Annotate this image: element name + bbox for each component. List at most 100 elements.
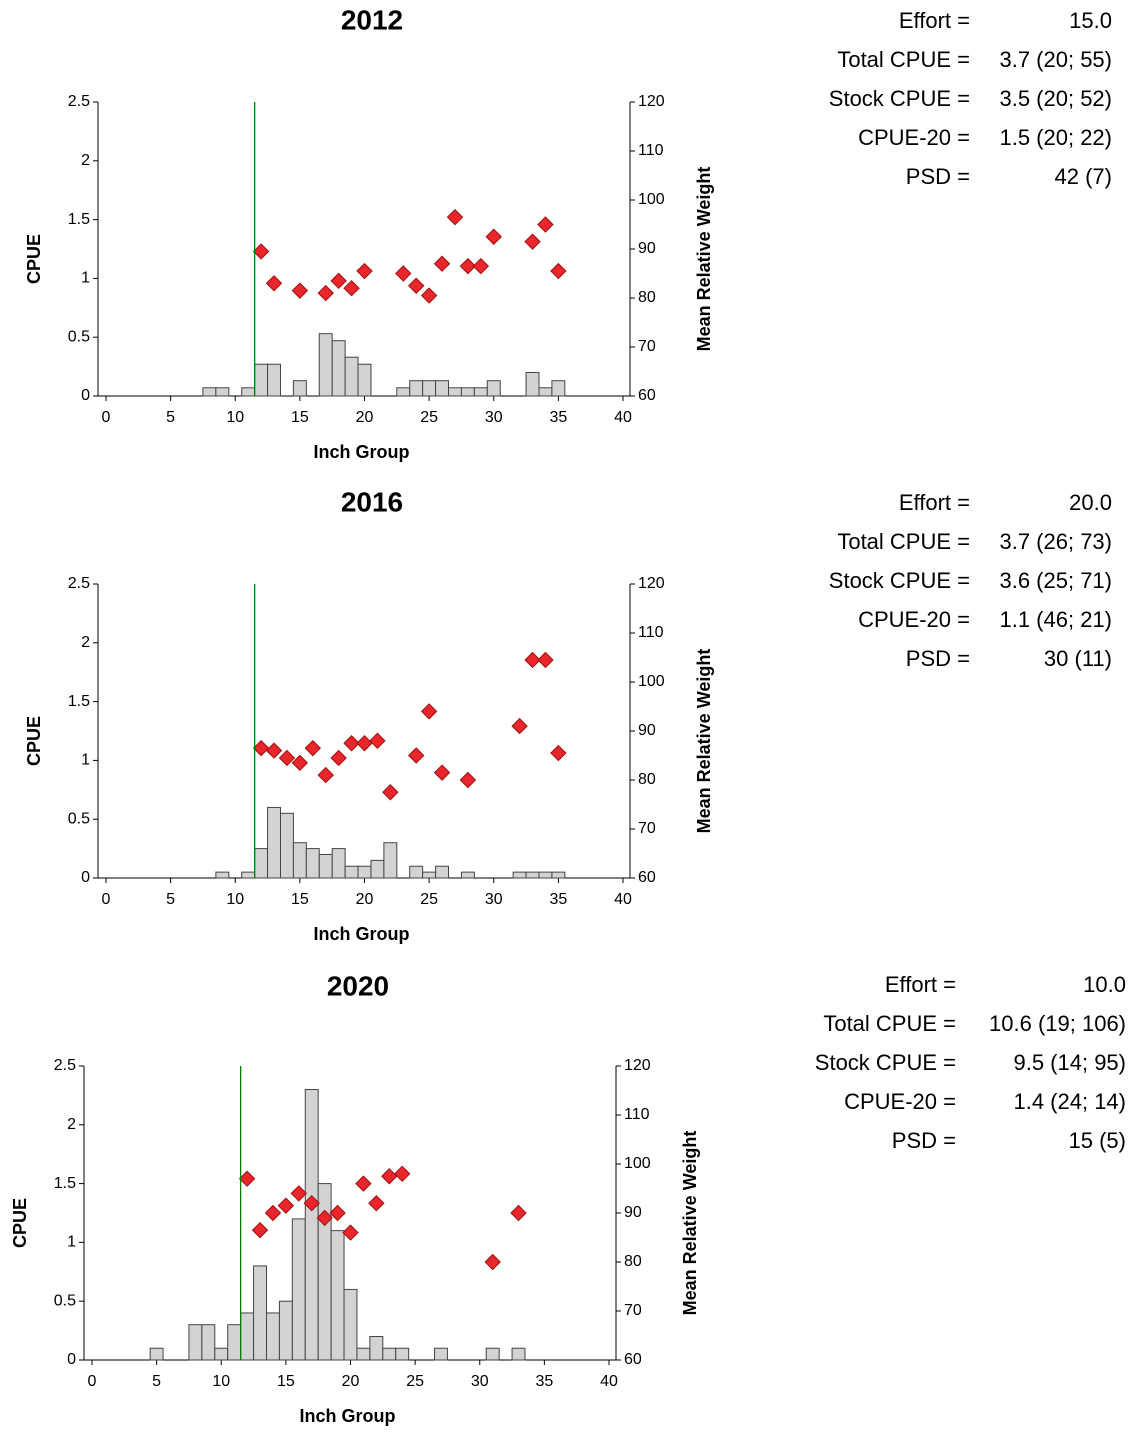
bar [344,356,359,397]
diamond-marker [304,739,322,757]
diamond-marker [317,284,334,302]
bar [525,371,540,397]
bar [422,380,437,397]
stat-value: 10.6 (19; 106) [989,1011,1126,1036]
y-tick-label: 1.5 [54,1175,76,1192]
y2-tick-label: 60 [624,1351,642,1368]
stat-label: Effort = [899,8,970,33]
diamond-marker [291,754,309,772]
x-tick-label: 10 [226,891,244,908]
bar [149,1347,164,1361]
x-tick-label: 30 [485,409,503,426]
x-tick-label: 25 [406,1373,424,1390]
diamond-marker [265,742,283,759]
x-tick-label: 5 [166,891,175,908]
diamond-marker [459,771,477,789]
diamond-marker [355,1175,372,1192]
stat-label: PSD = [892,1128,956,1153]
stat-label: CPUE-20 = [858,125,970,150]
x-tick-label: 10 [212,1373,230,1390]
y2-tick-label: 80 [638,771,656,788]
diamond-marker [356,735,373,752]
bar [344,865,359,879]
bar [304,1089,319,1361]
chart-title: 2020 [327,970,389,1001]
x-tick-label: 20 [342,1373,360,1390]
diamond-marker [484,1253,501,1271]
diamond-marker [291,282,309,299]
y2-tick-label: 80 [638,289,656,306]
stat-label: Stock CPUE = [829,86,970,111]
bar [396,387,411,397]
x-tick-label: 5 [166,409,175,426]
bar [188,1324,203,1361]
diamond-marker [238,1170,256,1187]
bar [434,1347,448,1361]
stat-value: 1.1 (46; 21) [999,607,1112,632]
bar [278,1300,293,1361]
x-tick-label: 0 [102,891,111,908]
y-tick-label: 0 [81,387,90,404]
chart-panel: 2016 0 0.5 1 1.5 2 2.5 60 70 80 90 100 110 120 0 5 10 15 2… [24,486,1112,943]
y-tick-label: 0 [67,1351,76,1368]
chart-title: 2012 [341,4,403,35]
bar [357,363,372,397]
diamond-marker [537,651,554,669]
diamond-marker [550,744,567,762]
stat-value: 10.0 [1083,972,1126,997]
diamond-marker [329,1204,346,1222]
diamond-marker [342,1224,359,1241]
bar [357,865,372,879]
y-tick-label: 1.5 [68,211,90,228]
x-tick-label: 0 [88,1373,97,1390]
x-tick-label: 20 [356,891,374,908]
y2-tick-label: 60 [638,869,656,886]
y2-tick-label: 70 [624,1302,642,1319]
bar [409,865,424,879]
bar [511,1347,526,1361]
diamond-marker [251,1221,269,1239]
bar [382,1347,397,1361]
x-tick-label: 40 [600,1373,618,1390]
diamond-marker [381,1168,398,1185]
y-axis-title: CPUE [24,716,44,766]
bar [538,387,553,397]
stat-value: 3.7 (26; 73) [999,529,1112,554]
stat-label: Total CPUE = [837,529,970,554]
diamond-marker [485,228,502,245]
bar [485,1347,500,1361]
bar [551,380,566,397]
y2-tick-label: 80 [624,1253,642,1270]
diamond-marker [433,255,451,272]
diamond-marker [407,277,425,294]
diamond-marker [317,766,334,784]
stat-value: 3.5 (20; 52) [999,86,1112,111]
y2-tick-label: 110 [638,142,664,159]
y-tick-label: 1 [81,270,90,287]
diamond-marker [277,1197,295,1214]
bar [292,842,307,879]
y2-tick-label: 120 [638,575,665,592]
chart-title: 2016 [341,486,403,517]
diamond-marker [537,216,554,233]
diamond-marker [330,272,347,290]
y2-tick-label: 90 [638,240,656,257]
diamond-marker [278,749,296,767]
diamond-marker [316,1209,333,1227]
y2-tick-label: 110 [624,1106,650,1123]
y2-tick-label: 60 [638,387,656,404]
bar [292,380,307,397]
diamond-marker [510,1204,527,1222]
diamond-marker [330,749,347,767]
bar [215,871,230,879]
diamond-marker [446,208,464,226]
stat-label: Stock CPUE = [829,568,970,593]
bar [241,871,256,879]
y-tick-label: 2 [81,634,90,651]
y-tick-label: 2.5 [54,1057,76,1074]
stat-value: 9.5 (14; 95) [1013,1050,1126,1075]
y2-axis-title: Mean Relative Weight [694,167,714,352]
diamond-marker [356,262,373,280]
x-tick-label: 20 [356,409,374,426]
